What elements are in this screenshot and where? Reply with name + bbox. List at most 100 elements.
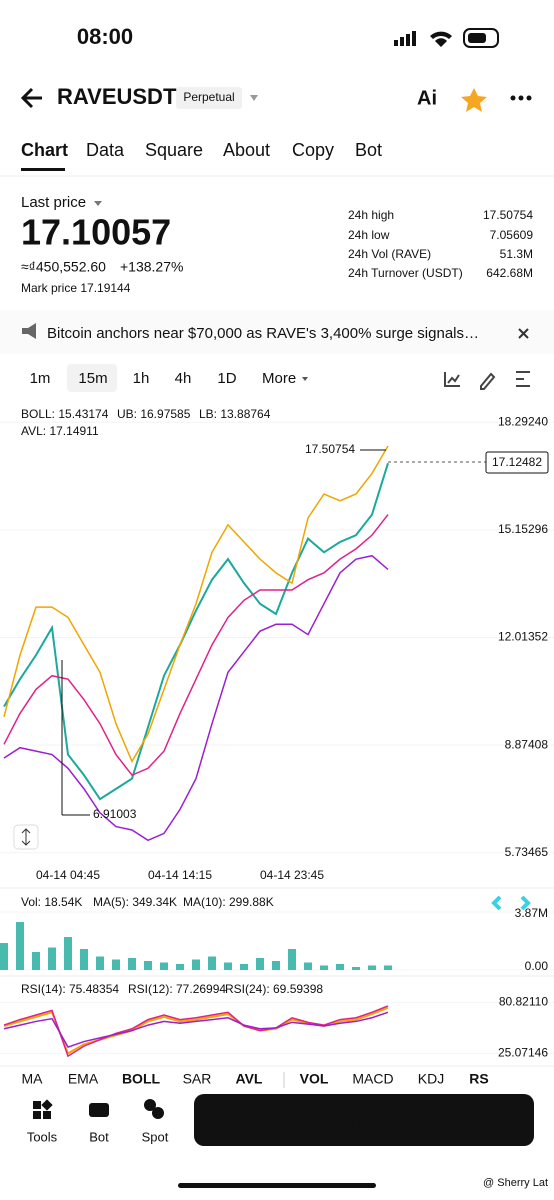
legend-entry: UB: 16.97585 [117, 407, 191, 421]
series-line [3, 445, 389, 764]
volume-bar [240, 964, 248, 970]
last-price-label: Last price [21, 194, 86, 211]
volume-bar [32, 952, 40, 970]
x-tick-label: 04-14 23:45 [260, 868, 324, 882]
volume-bar [96, 956, 104, 970]
legend-entry: RSI(12): 77.26994 [128, 982, 226, 996]
indicator-tab[interactable]: BOLL [122, 1071, 161, 1087]
indicator-tab[interactable]: AVL [236, 1071, 263, 1087]
volume-bar [176, 964, 184, 970]
legend-entry: LB: 13.88764 [199, 407, 271, 421]
tab[interactable]: About [223, 140, 270, 160]
stat-label: 24h low [348, 228, 390, 242]
dropdown-icon [302, 377, 308, 381]
last-price: 17.10057 [21, 212, 171, 253]
volume-bar [304, 962, 312, 970]
interval[interactable]: 4h [175, 370, 192, 387]
price-change: +138.27% [120, 259, 183, 275]
volume-bar [272, 961, 280, 970]
home-indicator [178, 1183, 376, 1188]
legend-entry: AVL: 17.14911 [21, 424, 99, 438]
high-label: 17.50754 [305, 442, 355, 456]
volume-bar [368, 965, 376, 970]
volume-bar [48, 947, 56, 970]
indicator-tab[interactable]: MA [22, 1071, 44, 1087]
legend-entry: BOLL: 15.43174 [21, 407, 109, 421]
y-tick-label: 0.00 [525, 959, 549, 973]
indicator-tab[interactable]: SAR [183, 1071, 212, 1087]
volume-bar [352, 967, 360, 970]
volume-bar [112, 959, 120, 970]
volume-bar [64, 937, 72, 970]
y-tick-label: 80.82110 [499, 995, 548, 1009]
legend-entry: MA(5): 349.34K [93, 895, 177, 909]
y-tick-label: 8.87408 [505, 737, 549, 751]
volume-bar [320, 965, 328, 970]
legend-entry: RSI(14): 75.48354 [21, 982, 119, 996]
last-price-box [485, 451, 549, 474]
y-tick-label: 3.87M [515, 906, 548, 920]
volume-bar [128, 958, 136, 970]
y-tick-label: 5.73465 [505, 845, 549, 859]
toolbar-label[interactable]: Tools [27, 1129, 58, 1144]
volume-bar [288, 949, 296, 970]
status-time: 08:00 [77, 24, 133, 49]
series-line [3, 462, 389, 801]
volume-bar [336, 964, 344, 970]
tab[interactable]: Data [86, 140, 125, 160]
volume-bar [192, 959, 200, 970]
y-tick-label: 25.07146 [498, 1046, 548, 1060]
volume-bar [80, 949, 88, 970]
series-line [3, 514, 389, 777]
trade-button[interactable] [194, 1094, 534, 1146]
volume-bar [16, 922, 24, 970]
stat-value: 642.68M [486, 266, 533, 280]
indicator-tab[interactable]: EMA [68, 1071, 99, 1087]
indicator-tab[interactable]: VOL [300, 1071, 329, 1087]
tab[interactable]: Bot [355, 140, 382, 160]
ai-button[interactable]: Ai [417, 87, 437, 109]
back-button[interactable] [20, 87, 42, 109]
interval[interactable]: 1D [217, 370, 236, 387]
badge-bg [176, 87, 242, 109]
x-tick-label: 04-14 04:45 [36, 868, 100, 882]
stat-value: 51.3M [500, 247, 533, 261]
toolbar-label[interactable]: Spot [142, 1129, 169, 1144]
tab[interactable]: Copy [292, 140, 334, 160]
tab[interactable]: Square [145, 140, 203, 160]
indicator-tab[interactable]: RS [469, 1071, 488, 1087]
interval[interactable]: More [262, 370, 296, 387]
indicator-tab[interactable]: KDJ [418, 1071, 444, 1087]
scale-icon [21, 828, 31, 846]
chart-tools[interactable] [444, 371, 530, 390]
stat-label: 24h high [348, 208, 394, 222]
volume-bar [0, 943, 8, 970]
interval-selected [67, 364, 117, 392]
toolbar-label[interactable]: Bot [89, 1129, 109, 1144]
watermark: @ Sherry Lat [483, 1177, 548, 1189]
more-menu[interactable] [510, 95, 532, 101]
legend-entry: Vol: 18.54K [21, 895, 82, 909]
y-tick-label: 15.15296 [498, 522, 548, 536]
volume-bar [208, 956, 216, 970]
interval[interactable]: 1h [133, 370, 150, 387]
interval[interactable]: 1m [30, 370, 51, 387]
trade-label: Trade [341, 1109, 387, 1129]
last-price-tag: 17.12482 [492, 455, 542, 469]
volume-bar [144, 961, 152, 970]
dropdown-icon[interactable] [250, 95, 258, 101]
interval[interactable]: 15m [78, 370, 107, 387]
volume-bar [384, 965, 392, 970]
legend-entry: MA(10): 299.88K [183, 895, 274, 909]
low-label: 6.91003 [93, 807, 137, 821]
favorite-star[interactable] [461, 88, 487, 112]
tab[interactable]: Chart [21, 140, 68, 160]
indicator-tab[interactable]: MACD [352, 1071, 393, 1087]
close-news[interactable] [518, 328, 529, 339]
stat-value: 7.05609 [490, 228, 534, 242]
news-bg [0, 310, 554, 354]
tab-underline [21, 168, 65, 171]
toolbar-icons[interactable] [33, 1099, 164, 1119]
